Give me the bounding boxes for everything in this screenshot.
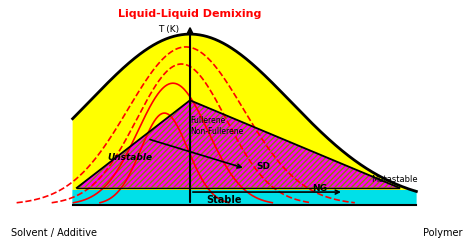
Polygon shape bbox=[73, 190, 416, 205]
Text: NG: NG bbox=[312, 184, 327, 193]
Polygon shape bbox=[73, 190, 416, 205]
Polygon shape bbox=[77, 100, 399, 188]
Text: Unstable: Unstable bbox=[108, 154, 153, 162]
Text: Solvent / Additive: Solvent / Additive bbox=[11, 228, 98, 238]
Text: SD: SD bbox=[256, 162, 270, 171]
Text: Polymer: Polymer bbox=[423, 228, 463, 238]
Text: Stable: Stable bbox=[207, 194, 242, 205]
Text: Fullerene
Non-Fullerene: Fullerene Non-Fullerene bbox=[190, 116, 243, 136]
Polygon shape bbox=[73, 190, 416, 205]
Text: Metastable: Metastable bbox=[372, 175, 418, 184]
Text: Liquid-Liquid Demixing: Liquid-Liquid Demixing bbox=[118, 9, 262, 19]
Polygon shape bbox=[73, 34, 416, 191]
Text: T (K): T (K) bbox=[158, 25, 179, 34]
